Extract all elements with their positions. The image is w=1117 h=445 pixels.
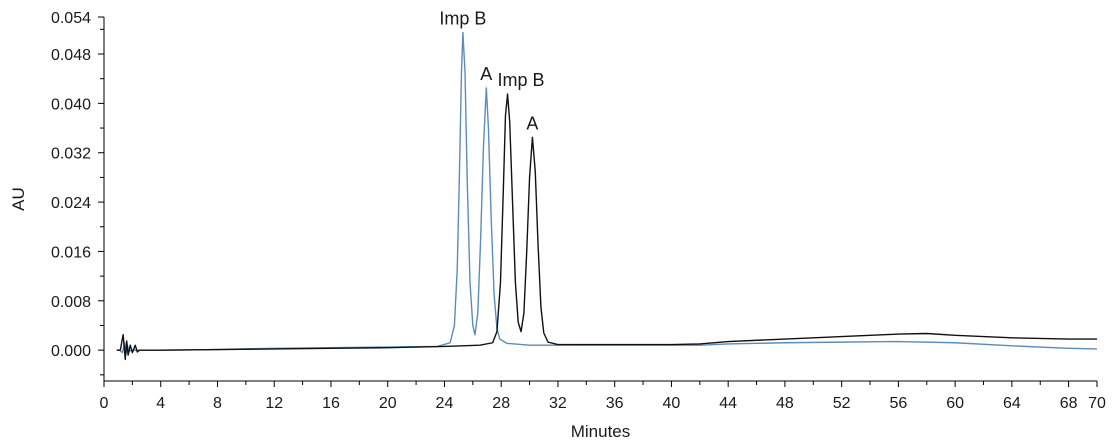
x-tick-label: 64 <box>1003 395 1021 412</box>
x-tick-label: 56 <box>890 395 908 412</box>
x-tick-label: 24 <box>436 395 454 412</box>
y-tick-label: 0.054 <box>51 10 91 27</box>
x-tick-label: 68 <box>1060 395 1078 412</box>
y-tick-label: 0.032 <box>51 146 91 163</box>
x-tick-label: 8 <box>213 395 222 412</box>
x-tick-label: 4 <box>156 395 165 412</box>
y-tick-label: 0.040 <box>51 96 91 113</box>
series-layer <box>116 31 1098 361</box>
x-tick-label: 16 <box>322 395 340 412</box>
series-line-2 <box>116 93 1097 361</box>
annotation-layer: Imp B A Imp B A <box>439 8 544 133</box>
y-tick-label: 0.000 <box>51 343 91 360</box>
x-tick-label: 28 <box>492 395 510 412</box>
x-tick-label: 12 <box>265 395 283 412</box>
x-tick-label: 32 <box>549 395 567 412</box>
y-axis-title: AU <box>9 187 28 211</box>
peak-label: A <box>526 113 538 133</box>
x-tick-label: 0 <box>100 395 109 412</box>
x-tick-label: 44 <box>719 395 737 412</box>
x-axis-title: Minutes <box>571 422 631 441</box>
y-axis: 0.000 0.008 0.016 0.024 0.032 0.040 0.048 0.054 <box>51 10 105 381</box>
x-tick-label: 20 <box>379 395 397 412</box>
x-tick-label: 48 <box>776 395 794 412</box>
series-line-1 <box>116 31 1098 355</box>
y-tick-label: 0.024 <box>51 195 91 212</box>
x-tick-label: 70 <box>1088 395 1106 412</box>
peak-label: Imp B <box>439 8 486 28</box>
peak-label: A <box>480 64 492 84</box>
y-tick-label: 0.016 <box>51 244 91 261</box>
y-tick-label: 0.008 <box>51 294 91 311</box>
x-tick-label: 52 <box>833 395 851 412</box>
x-tick-label: 40 <box>663 395 681 412</box>
peak-label: Imp B <box>498 70 545 90</box>
y-tick-label: 0.048 <box>51 47 91 64</box>
x-tick-label: 60 <box>946 395 964 412</box>
x-tick-label: 36 <box>606 395 624 412</box>
x-axis: 0 4 8 12 16 20 24 28 32 36 40 44 48 52 56 60 64 68 70 <box>100 380 1106 412</box>
